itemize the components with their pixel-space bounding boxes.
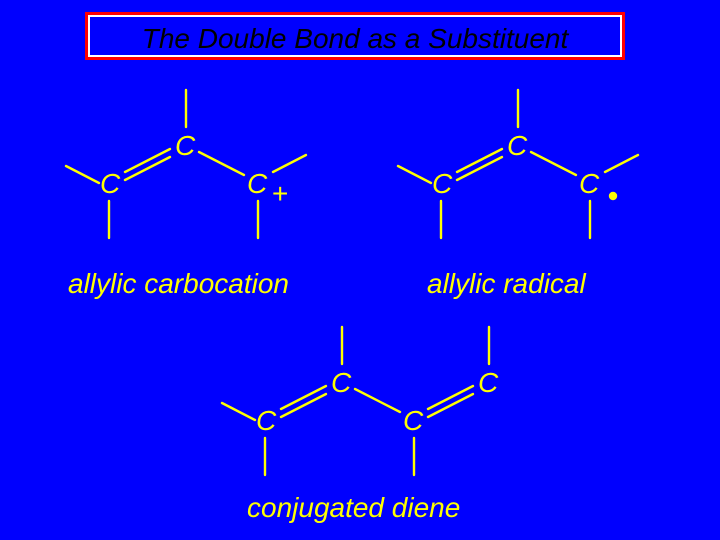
diene-c4: C: [478, 367, 498, 399]
radical-c2: C: [507, 130, 527, 162]
radical-c1: C: [432, 168, 452, 200]
carbocation-c2: C: [175, 130, 195, 162]
diene-c2: C: [331, 367, 351, 399]
carbocation-charge: +: [272, 178, 288, 210]
carbocation-c1: C: [100, 168, 120, 200]
diene-label: conjugated diene: [247, 492, 460, 524]
diene-c3: C: [403, 405, 423, 437]
radical-dot-icon: [609, 192, 617, 200]
carbocation-label: allylic carbocation: [68, 268, 289, 300]
carbocation-c3: C: [247, 168, 267, 200]
radical-c3: C: [579, 168, 599, 200]
radical-label: allylic radical: [427, 268, 586, 300]
diene-c1: C: [256, 405, 276, 437]
